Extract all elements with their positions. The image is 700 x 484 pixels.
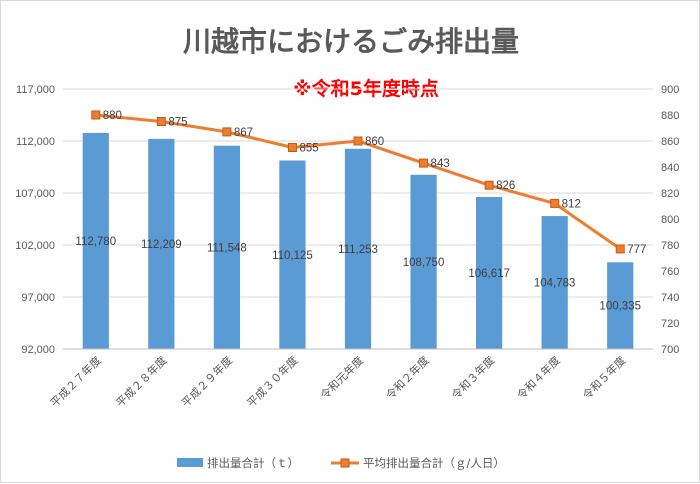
right-axis-tick-label: 860 bbox=[661, 136, 679, 148]
line-value-label: 880 bbox=[103, 110, 122, 122]
legend-bar-swatch bbox=[177, 458, 203, 467]
x-axis-category-label: 平成２７年度 bbox=[47, 353, 104, 410]
line-value-label: 867 bbox=[234, 127, 253, 139]
line-data-labels: 880 875 867 855 860 843 826 812 777 bbox=[103, 110, 647, 256]
x-axis-category-label: 令和元年度 bbox=[317, 353, 366, 402]
right-axis-tick-label: 760 bbox=[661, 266, 679, 278]
left-axis-tick-label: 107,000 bbox=[15, 188, 55, 200]
legend-line-label: 平均排出量合計（ｇ/人日） bbox=[363, 456, 505, 470]
bar bbox=[410, 174, 437, 349]
line-point bbox=[222, 127, 232, 137]
bar-value-label: 104,783 bbox=[534, 278, 576, 290]
left-axis: 92,000 97,000 102,000 107,000 112,000 117,000 bbox=[15, 84, 55, 356]
right-axis-tick-label: 880 bbox=[661, 110, 679, 122]
x-axis-category-label: 令和４年度 bbox=[514, 353, 563, 402]
left-axis-tick-label: 102,000 bbox=[15, 240, 55, 252]
right-axis-tick-label: 720 bbox=[661, 318, 679, 330]
line-value-label: 860 bbox=[365, 136, 384, 148]
bar-value-label: 112,209 bbox=[141, 239, 182, 251]
x-axis-category-label: 平成２８年度 bbox=[113, 353, 170, 410]
line-series bbox=[91, 110, 625, 254]
x-axis-category-label: 平成３０年度 bbox=[244, 353, 301, 410]
bar-value-label: 106,617 bbox=[468, 268, 510, 280]
bar bbox=[541, 216, 568, 349]
bar-value-label: 111,548 bbox=[207, 242, 247, 254]
x-axis-category-label: 令和５年度 bbox=[580, 353, 629, 402]
line-point bbox=[156, 117, 166, 126]
right-axis-tick-label: 800 bbox=[661, 214, 679, 226]
right-axis-tick-label: 780 bbox=[661, 240, 679, 252]
right-axis-tick-label: 740 bbox=[661, 292, 679, 304]
bar-data-labels: 112,780 112,209 111,548 110,125 111,253 108,7… bbox=[75, 236, 641, 313]
bar-value-label: 111,253 bbox=[338, 244, 378, 256]
x-axis: 平成２７年度 平成２８年度 平成２９年度 平成３０年度 令和元年度 令和２年度 令和３年度令… bbox=[47, 348, 653, 410]
chart-title: 川越市におけるごみ排出量 bbox=[183, 25, 519, 58]
line-point bbox=[615, 244, 625, 254]
line-value-label: 777 bbox=[627, 244, 646, 256]
left-axis-tick-label: 92,000 bbox=[21, 344, 55, 356]
left-axis-tick-label: 112,000 bbox=[16, 136, 55, 148]
line-value-label: 855 bbox=[299, 143, 318, 155]
x-axis-category-label: 平成２９年度 bbox=[178, 353, 235, 410]
line-value-label: 875 bbox=[168, 117, 187, 129]
legend: 排出量合計（ｔ） 平均排出量合計（ｇ/人日） bbox=[177, 456, 505, 470]
line-point bbox=[550, 198, 560, 208]
bar bbox=[213, 145, 240, 349]
line-point bbox=[353, 136, 363, 146]
x-axis-category-label: 令和２年度 bbox=[383, 353, 432, 402]
line-value-label: 843 bbox=[431, 158, 450, 170]
bar-value-label: 112,780 bbox=[75, 236, 116, 248]
legend-line-marker bbox=[340, 458, 350, 468]
line-value-label: 812 bbox=[562, 198, 581, 210]
bar-value-label: 110,125 bbox=[272, 250, 313, 262]
bar-value-label: 100,335 bbox=[599, 301, 641, 313]
bar-series bbox=[82, 132, 634, 349]
left-axis-tick-label: 117,000 bbox=[16, 84, 55, 96]
line-point bbox=[91, 110, 101, 120]
bar bbox=[344, 148, 372, 349]
bar bbox=[82, 132, 109, 349]
bar bbox=[148, 138, 175, 349]
line-point bbox=[484, 180, 494, 190]
bar bbox=[607, 262, 634, 349]
left-axis-tick-label: 97,000 bbox=[21, 292, 55, 304]
right-axis-tick-label: 820 bbox=[661, 188, 679, 200]
bar-value-label: 108,750 bbox=[403, 257, 445, 269]
right-axis: 700 720 740 760 780 800 820 840 860 880 900 bbox=[661, 84, 679, 356]
line-point bbox=[287, 143, 297, 152]
bar bbox=[476, 196, 503, 349]
line-value-label: 826 bbox=[496, 180, 515, 192]
legend-bar-label: 排出量合計（ｔ） bbox=[207, 456, 299, 470]
line-point bbox=[419, 158, 429, 168]
right-axis-tick-label: 700 bbox=[661, 344, 679, 356]
x-axis-category-label: 令和３年度 bbox=[448, 353, 497, 402]
bar bbox=[279, 160, 306, 349]
right-axis-tick-label: 840 bbox=[661, 162, 679, 174]
right-axis-tick-label: 900 bbox=[661, 84, 679, 96]
